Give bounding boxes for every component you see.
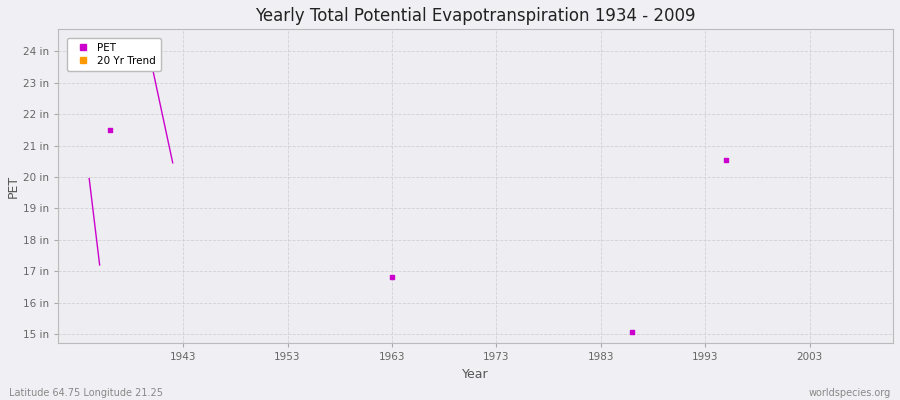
X-axis label: Year: Year [463,368,489,381]
Point [719,156,733,163]
Point [384,274,399,281]
Text: worldspecies.org: worldspecies.org [809,388,891,398]
Point [625,328,639,335]
Text: Latitude 64.75 Longitude 21.25: Latitude 64.75 Longitude 21.25 [9,388,163,398]
Y-axis label: PET: PET [7,175,20,198]
Title: Yearly Total Potential Evapotranspiration 1934 - 2009: Yearly Total Potential Evapotranspiratio… [256,7,696,25]
Point [103,127,117,133]
Legend: PET, 20 Yr Trend: PET, 20 Yr Trend [68,38,161,71]
